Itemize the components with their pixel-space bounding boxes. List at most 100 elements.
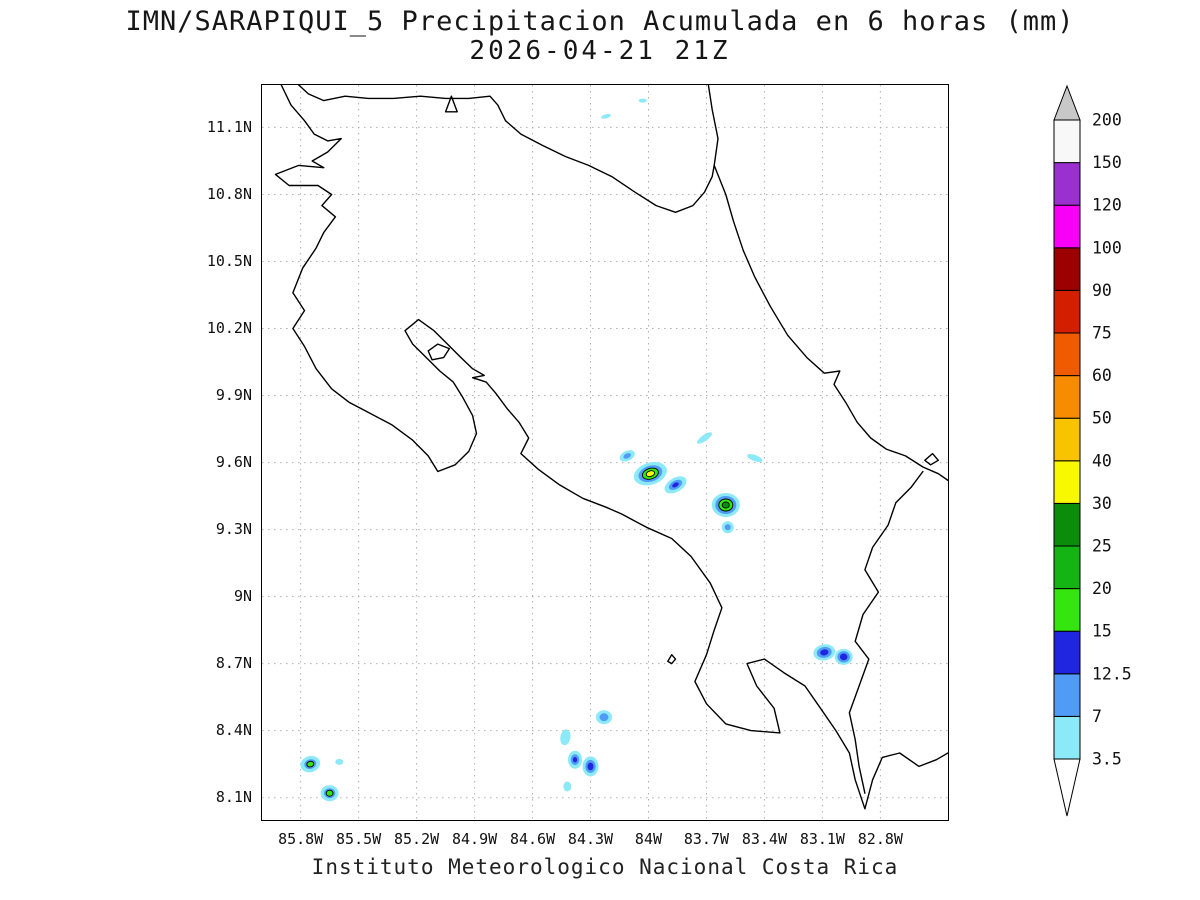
precip-cell: [320, 784, 339, 801]
colorbar-segment: [1053, 630, 1081, 675]
colorbar-segment: [1053, 375, 1081, 419]
precip-contour: [559, 728, 571, 745]
y-tick-label: 8.1N: [215, 788, 252, 807]
colorbar-segment: [1053, 332, 1081, 377]
colorbar-tick-label: 100: [1092, 238, 1122, 257]
precip-cell: [812, 643, 835, 661]
map-panel: [260, 83, 949, 821]
colorbar-tick-label: 40: [1092, 451, 1112, 470]
y-tick-label: 9.9N: [215, 386, 252, 405]
precip-contour: [671, 481, 679, 487]
coastlines: [274, 84, 948, 809]
y-tick-label: 9.3N: [215, 520, 252, 539]
colorbar-arrow-above: [1053, 84, 1081, 121]
precip-cell: [582, 755, 598, 776]
colorbar-tick-label: 50: [1092, 409, 1112, 428]
colorbar-tick-label: 20: [1092, 579, 1112, 598]
chart-valid-time: 2026-04-21 21Z: [469, 36, 731, 66]
colorbar-tick-label: 75: [1092, 324, 1112, 343]
colorbar-tick-label: 7: [1092, 707, 1102, 726]
precip-cell: [638, 98, 647, 103]
precip-contour: [587, 762, 593, 770]
y-tick-label: 9N: [233, 587, 252, 606]
precip-contour: [325, 789, 333, 797]
x-tick-label: 83.1W: [799, 830, 845, 848]
colorbar-tick-label: 150: [1092, 153, 1122, 172]
precip-contour: [721, 500, 730, 509]
colorbar-segment: [1053, 247, 1081, 291]
precip-contour: [622, 452, 631, 459]
colorbar-tick-label: 120: [1092, 196, 1122, 215]
colorbar-segment: [1053, 162, 1081, 206]
coastline-path: [426, 342, 450, 360]
precip-cell: [746, 453, 762, 462]
precip-cell: [567, 750, 582, 769]
colorbar-tick-label: 60: [1092, 366, 1112, 385]
precip-contour: [724, 523, 731, 530]
x-tick-label: 82.8W: [857, 830, 903, 848]
colorbar-tick-label: 12.5: [1092, 664, 1132, 683]
colorbar-segment: [1053, 715, 1081, 760]
precip-cell: [633, 461, 667, 485]
coastline-path: [707, 84, 948, 481]
colorbar-segment: [1053, 673, 1081, 717]
x-tick-label: 83.4W: [741, 830, 787, 848]
coastline-path: [274, 84, 948, 809]
precip-contour: [572, 756, 577, 762]
y-tick-label: 10.5N: [206, 251, 252, 270]
x-tick-label: 84.6W: [509, 830, 556, 848]
precip-cell: [834, 648, 853, 665]
precip-contour: [599, 712, 608, 721]
colorbar-arrow-below: [1053, 758, 1081, 817]
colorbar-tick-label: 15: [1092, 622, 1112, 641]
colorbar-tick-label: 25: [1092, 537, 1112, 556]
colorbar-segment: [1053, 502, 1081, 547]
colorbar-segment: [1053, 545, 1081, 590]
colorbar-tick-label: 90: [1092, 281, 1112, 300]
precip-cell: [562, 781, 571, 791]
coastline-path: [444, 94, 458, 112]
colorbar: 3.5 7 12.5 15 20 25 30 40 50 60 75 90 100 120 150 200: [1053, 84, 1132, 817]
colorbar-tick-label: 3.5: [1092, 750, 1122, 769]
precip-shading: [299, 98, 853, 801]
x-tick-label: 84.9W: [451, 830, 498, 848]
coastline-path: [297, 84, 715, 213]
precip-contour: [305, 760, 314, 767]
colorbar-segment: [1053, 289, 1081, 334]
x-tick-label: 84W: [634, 830, 663, 848]
colorbar-segment: [1053, 588, 1081, 632]
x-tick-label: 85.8W: [278, 830, 324, 848]
precip-cell: [711, 492, 740, 517]
precip-cell: [721, 520, 734, 533]
colorbar-segment: [1053, 204, 1081, 249]
colorbar-tick-label: 30: [1092, 494, 1112, 513]
precip-cell: [664, 475, 686, 493]
coastline-path: [923, 452, 939, 465]
precip-cell: [600, 113, 611, 119]
coastline-path: [666, 653, 676, 664]
precip-contour: [562, 781, 571, 791]
chart-title: IMN/SARAPIQUI_5 Precipitacion Acumulada …: [125, 6, 1075, 37]
colorbar-tick-label: 200: [1092, 111, 1122, 130]
y-tick-label: 10.2N: [206, 319, 252, 337]
x-tick-label: 84.3W: [567, 830, 614, 848]
precip-cell: [334, 758, 343, 765]
y-tick-label: 9.6N: [215, 453, 252, 472]
x-tick-label: 85.5W: [336, 830, 382, 848]
precip-contour: [839, 653, 847, 660]
precip-contour: [819, 648, 828, 655]
colorbar-segment: [1053, 417, 1081, 462]
figure-caption: Instituto Meteorologico Nacional Costa R…: [311, 855, 899, 879]
precip-cell: [619, 449, 635, 462]
precip-contour: [746, 453, 762, 462]
precip-contour: [600, 113, 611, 119]
y-tick-label: 11.1N: [206, 117, 252, 136]
colorbar-segment: [1053, 119, 1081, 164]
y-tick-label: 8.4N: [215, 721, 252, 740]
precip-contour: [334, 758, 343, 765]
precip-cell: [696, 431, 712, 444]
colorbar-segment: [1053, 460, 1081, 504]
precip-contour: [638, 98, 647, 103]
map-canvas: [261, 84, 948, 820]
